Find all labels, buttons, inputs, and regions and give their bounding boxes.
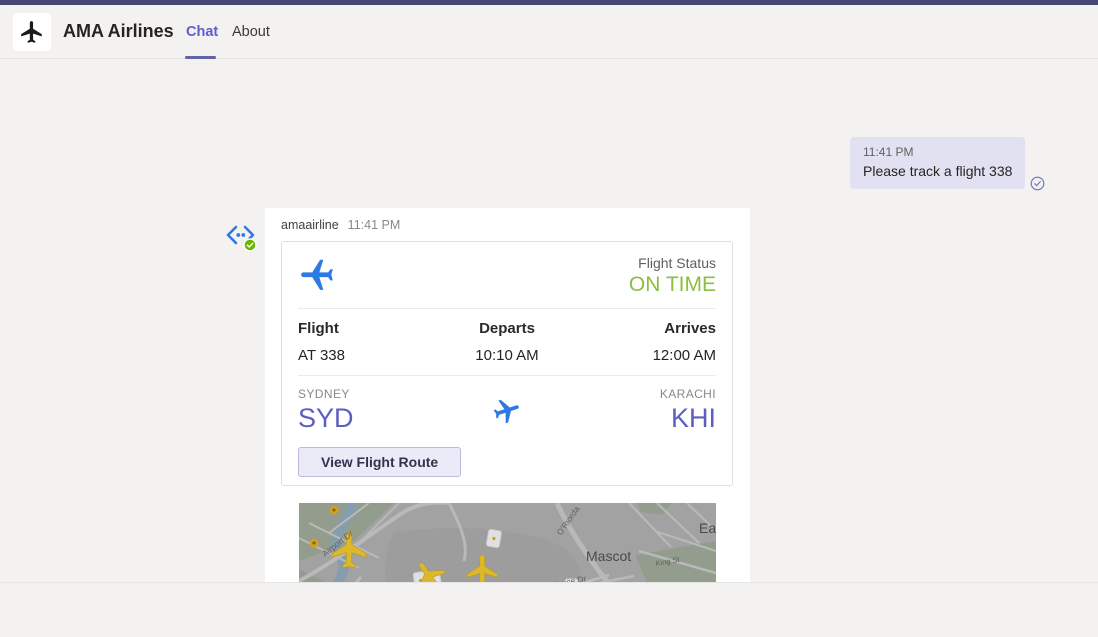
app-header: AMA Airlines Chat About <box>0 5 1098 59</box>
flight-number: AT 338 <box>298 347 345 364</box>
message-delivered-icon <box>1030 176 1045 191</box>
departs-column-header: Departs <box>479 320 535 337</box>
airplane-icon <box>21 21 42 43</box>
flight-column-header: Flight <box>298 320 339 337</box>
compose-bar <box>0 582 1098 637</box>
destination-airport-code: KHI <box>670 403 716 433</box>
destination-city: KARACHI <box>659 387 716 401</box>
active-tab-indicator <box>185 56 216 59</box>
flight-status-card: Flight Status ON TIME Flight AT 338 Depa… <box>281 241 733 486</box>
flight-status-label: Flight Status <box>638 255 716 271</box>
view-flight-route-button[interactable]: View Flight Route <box>298 447 462 477</box>
map-label-east: Ea <box>699 520 716 536</box>
origin-airport-code: SYD <box>298 403 354 433</box>
map-label-king-st: King St <box>655 555 681 568</box>
tab-chat[interactable]: Chat <box>186 24 219 40</box>
message-text: Please track a flight 338 <box>863 163 1013 179</box>
app-title: AMA Airlines <box>63 21 174 41</box>
bot-message-header: amaairline 11:41 PM <box>281 218 400 232</box>
origin-city: SYDNEY <box>298 387 350 401</box>
arrives-column-header: Arrives <box>664 320 716 337</box>
user-message-bubble: 11:41 PM Please track a flight 338 <box>850 137 1026 189</box>
divider <box>298 308 716 309</box>
bot-sender-name: amaairline <box>281 218 339 232</box>
flight-status-value: ON TIME <box>628 273 716 296</box>
chat-message-list[interactable]: 11:41 PM Please track a flight 338 <box>0 60 1098 637</box>
route-airplane-icon <box>493 399 519 423</box>
window-top-bar <box>0 0 1098 5</box>
bot-avatar <box>225 220 257 252</box>
verified-badge-icon <box>243 238 257 252</box>
tab-about[interactable]: About <box>232 24 270 40</box>
app-logo <box>13 13 51 51</box>
bot-icon <box>226 225 257 252</box>
flight-icon <box>301 259 333 290</box>
arrival-time: 12:00 AM <box>652 347 716 364</box>
departure-time: 10:10 AM <box>475 347 539 364</box>
message-timestamp: 11:41 PM <box>863 145 914 159</box>
divider <box>298 375 716 376</box>
map-label-mascot: Mascot <box>586 548 631 564</box>
bot-message-timestamp: 11:41 PM <box>347 218 401 232</box>
